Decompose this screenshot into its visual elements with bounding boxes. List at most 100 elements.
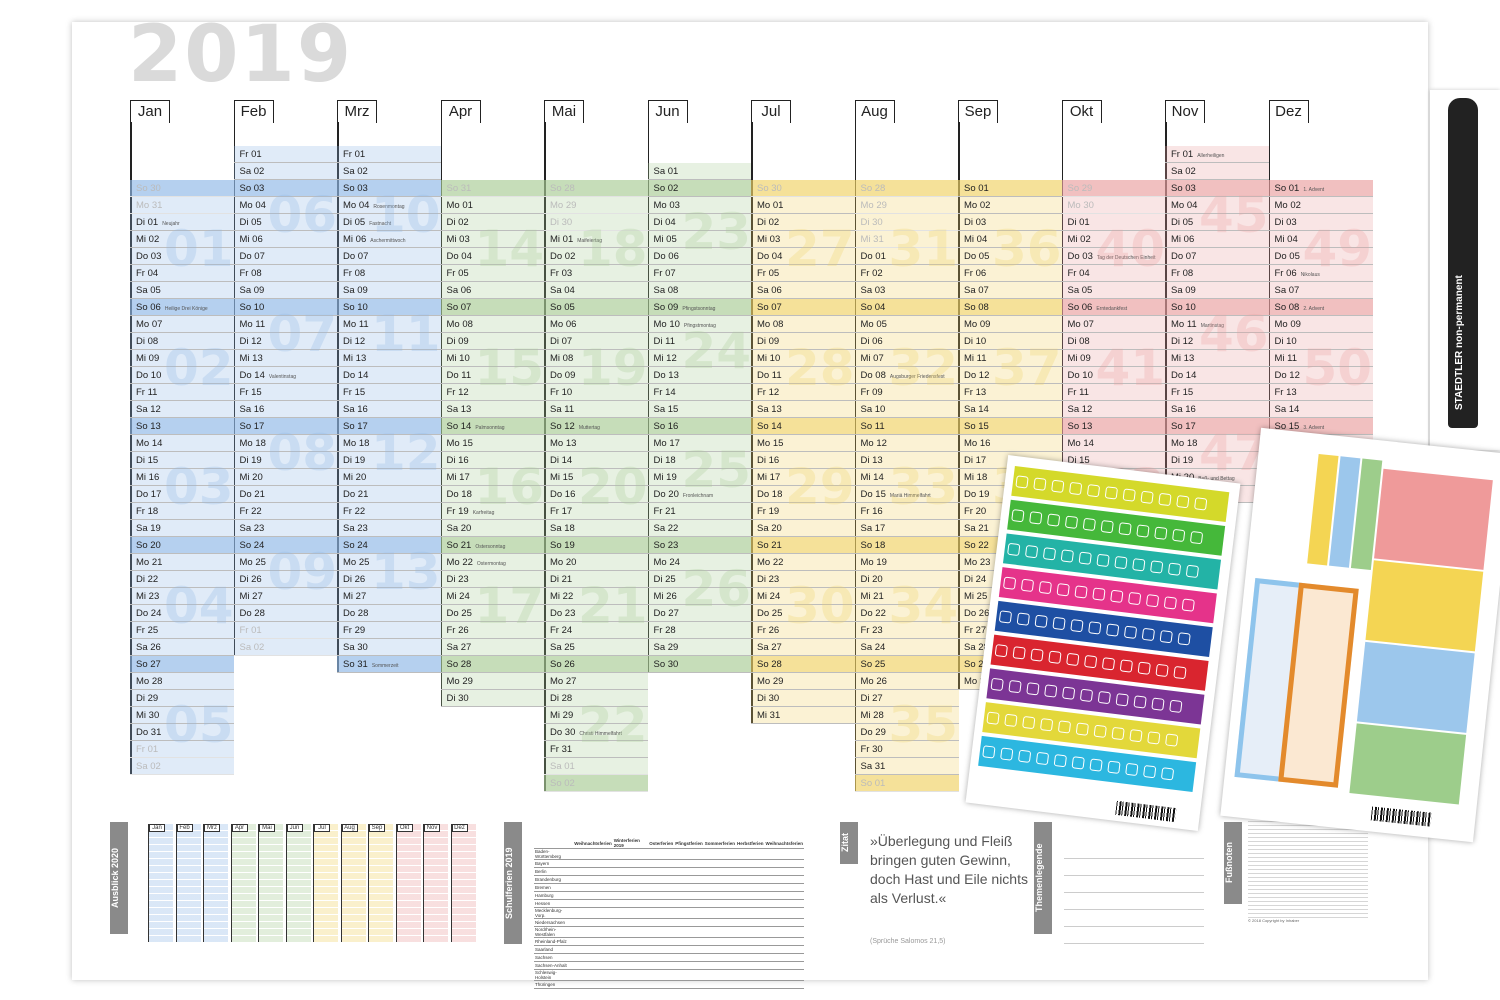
day-row[interactable]: Sa 27 xyxy=(751,639,855,656)
day-row[interactable]: Do 03 xyxy=(130,248,234,265)
day-row[interactable]: Sa 20 xyxy=(440,520,545,537)
day-row[interactable]: So 07 xyxy=(751,299,855,316)
day-row[interactable]: So 13 xyxy=(1061,418,1166,435)
day-row[interactable]: Mi 13 xyxy=(337,350,441,367)
day-row[interactable]: Mi 01 Maifeiertag xyxy=(544,231,648,248)
day-row[interactable]: Mi 17 xyxy=(440,469,545,486)
day-row[interactable]: Sa 09 xyxy=(1165,282,1269,299)
day-row[interactable]: Sa 07 xyxy=(1268,282,1373,299)
day-row[interactable]: So 02 xyxy=(647,180,752,197)
day-row[interactable]: So 23 xyxy=(647,537,752,554)
day-row[interactable]: Mo 11 xyxy=(233,316,338,333)
day-row[interactable]: Do 20 Fronleichnam xyxy=(647,486,752,503)
day-row[interactable]: Sa 30 xyxy=(337,639,441,656)
day-row[interactable]: So 31 Sommerzeit xyxy=(337,656,441,673)
day-row[interactable]: Do 25 xyxy=(751,605,855,622)
day-row[interactable]: Mi 26 xyxy=(647,588,752,605)
day-row[interactable]: Sa 19 xyxy=(130,520,234,537)
day-row[interactable]: Mi 29 xyxy=(544,707,648,724)
day-row[interactable]: So 01 1. Advent xyxy=(1268,180,1373,197)
day-row[interactable]: Mi 10 xyxy=(440,350,545,367)
day-row[interactable]: Fr 28 xyxy=(647,622,752,639)
day-row[interactable]: Fr 07 xyxy=(647,265,752,282)
day-row[interactable]: Fr 17 xyxy=(544,503,648,520)
day-row[interactable]: Fr 15 xyxy=(233,384,338,401)
day-row[interactable]: Fr 22 xyxy=(233,503,338,520)
day-row[interactable]: Do 01 xyxy=(854,248,959,265)
day-row[interactable]: So 30 xyxy=(130,180,234,197)
day-row[interactable]: Fr 21 xyxy=(647,503,752,520)
day-row[interactable]: Sa 13 xyxy=(751,401,855,418)
day-row[interactable]: Do 14 xyxy=(337,367,441,384)
day-row[interactable]: Do 27 xyxy=(647,605,752,622)
day-row[interactable]: Sa 02 xyxy=(130,758,234,775)
day-row[interactable]: Mo 14 xyxy=(1061,435,1166,452)
day-row[interactable]: Do 22 xyxy=(854,605,959,622)
day-row[interactable]: So 14 xyxy=(751,418,855,435)
day-row[interactable]: So 21 xyxy=(751,537,855,554)
day-row[interactable]: Mi 03 xyxy=(440,231,545,248)
day-row[interactable]: Di 03 xyxy=(1268,214,1373,231)
day-row[interactable]: Do 28 xyxy=(233,605,338,622)
day-row[interactable]: Di 02 xyxy=(751,214,855,231)
day-row[interactable]: Sa 23 xyxy=(337,520,441,537)
day-row[interactable]: Di 08 xyxy=(1061,333,1166,350)
day-row[interactable]: Di 12 xyxy=(233,333,338,350)
day-row[interactable]: Mi 06 Aschermittwoch xyxy=(337,231,441,248)
day-row[interactable]: Sa 24 xyxy=(854,639,959,656)
day-row[interactable]: Di 10 xyxy=(1268,333,1373,350)
day-row[interactable]: Do 04 xyxy=(751,248,855,265)
day-row[interactable]: Di 07 xyxy=(544,333,648,350)
day-row[interactable]: Di 08 xyxy=(130,333,234,350)
day-row[interactable]: Mo 22 xyxy=(751,554,855,571)
day-row[interactable]: Mo 29 xyxy=(751,673,855,690)
day-row[interactable]: So 05 xyxy=(544,299,648,316)
day-row[interactable]: Do 15 Mariä Himmelfahrt xyxy=(854,486,959,503)
day-row[interactable]: Do 21 xyxy=(337,486,441,503)
day-row[interactable]: Di 28 xyxy=(544,690,648,707)
day-row[interactable]: Sa 06 xyxy=(440,282,545,299)
day-row[interactable]: Do 02 xyxy=(544,248,648,265)
day-row[interactable]: Mo 02 xyxy=(958,197,1062,214)
day-row[interactable]: So 08 xyxy=(958,299,1062,316)
day-row[interactable]: Fr 25 xyxy=(130,622,234,639)
day-row[interactable]: Mo 01 xyxy=(440,197,545,214)
day-row[interactable]: Sa 05 xyxy=(1061,282,1166,299)
day-row[interactable]: Fr 05 xyxy=(440,265,545,282)
day-row[interactable]: Fr 19 Karfreitag xyxy=(440,503,545,520)
day-row[interactable]: Di 23 xyxy=(440,571,545,588)
day-row[interactable]: So 28 xyxy=(854,180,959,197)
day-row[interactable]: Do 29 xyxy=(854,724,959,741)
day-row[interactable]: Do 08 Augsburger Friedensfest xyxy=(854,367,959,384)
day-row[interactable]: Di 30 xyxy=(854,214,959,231)
day-row[interactable]: Mi 14 xyxy=(854,469,959,486)
day-row[interactable]: Mi 13 xyxy=(233,350,338,367)
day-row[interactable]: Sa 09 xyxy=(233,282,338,299)
day-row[interactable]: Do 06 xyxy=(647,248,752,265)
day-row[interactable]: Di 25 xyxy=(647,571,752,588)
day-row[interactable]: Di 30 xyxy=(440,690,545,707)
day-row[interactable]: Di 22 xyxy=(130,571,234,588)
day-row[interactable]: Fr 01 xyxy=(337,146,441,163)
day-row[interactable]: Mi 08 xyxy=(544,350,648,367)
day-row[interactable]: Mi 31 xyxy=(751,707,855,724)
day-row[interactable]: So 04 xyxy=(854,299,959,316)
day-row[interactable]: Do 21 xyxy=(233,486,338,503)
day-row[interactable]: Mo 25 xyxy=(233,554,338,571)
day-row[interactable]: Mo 07 xyxy=(1061,316,1166,333)
day-row[interactable]: So 03 xyxy=(233,180,338,197)
day-row[interactable]: Mi 04 xyxy=(1268,231,1373,248)
day-row[interactable]: Mi 28 xyxy=(854,707,959,724)
day-row[interactable]: Mi 27 xyxy=(233,588,338,605)
day-row[interactable]: Fr 13 xyxy=(958,384,1062,401)
day-row[interactable]: Di 27 xyxy=(854,690,959,707)
day-row[interactable]: Di 06 xyxy=(854,333,959,350)
day-row[interactable]: Sa 31 xyxy=(854,758,959,775)
day-row[interactable]: Sa 14 xyxy=(1268,401,1373,418)
day-row[interactable]: Di 21 xyxy=(544,571,648,588)
day-row[interactable]: Mo 30 xyxy=(1061,197,1166,214)
day-row[interactable]: Mo 11 xyxy=(337,316,441,333)
day-row[interactable]: Fr 09 xyxy=(854,384,959,401)
day-row[interactable]: Sa 23 xyxy=(233,520,338,537)
day-row[interactable]: Fr 04 xyxy=(130,265,234,282)
